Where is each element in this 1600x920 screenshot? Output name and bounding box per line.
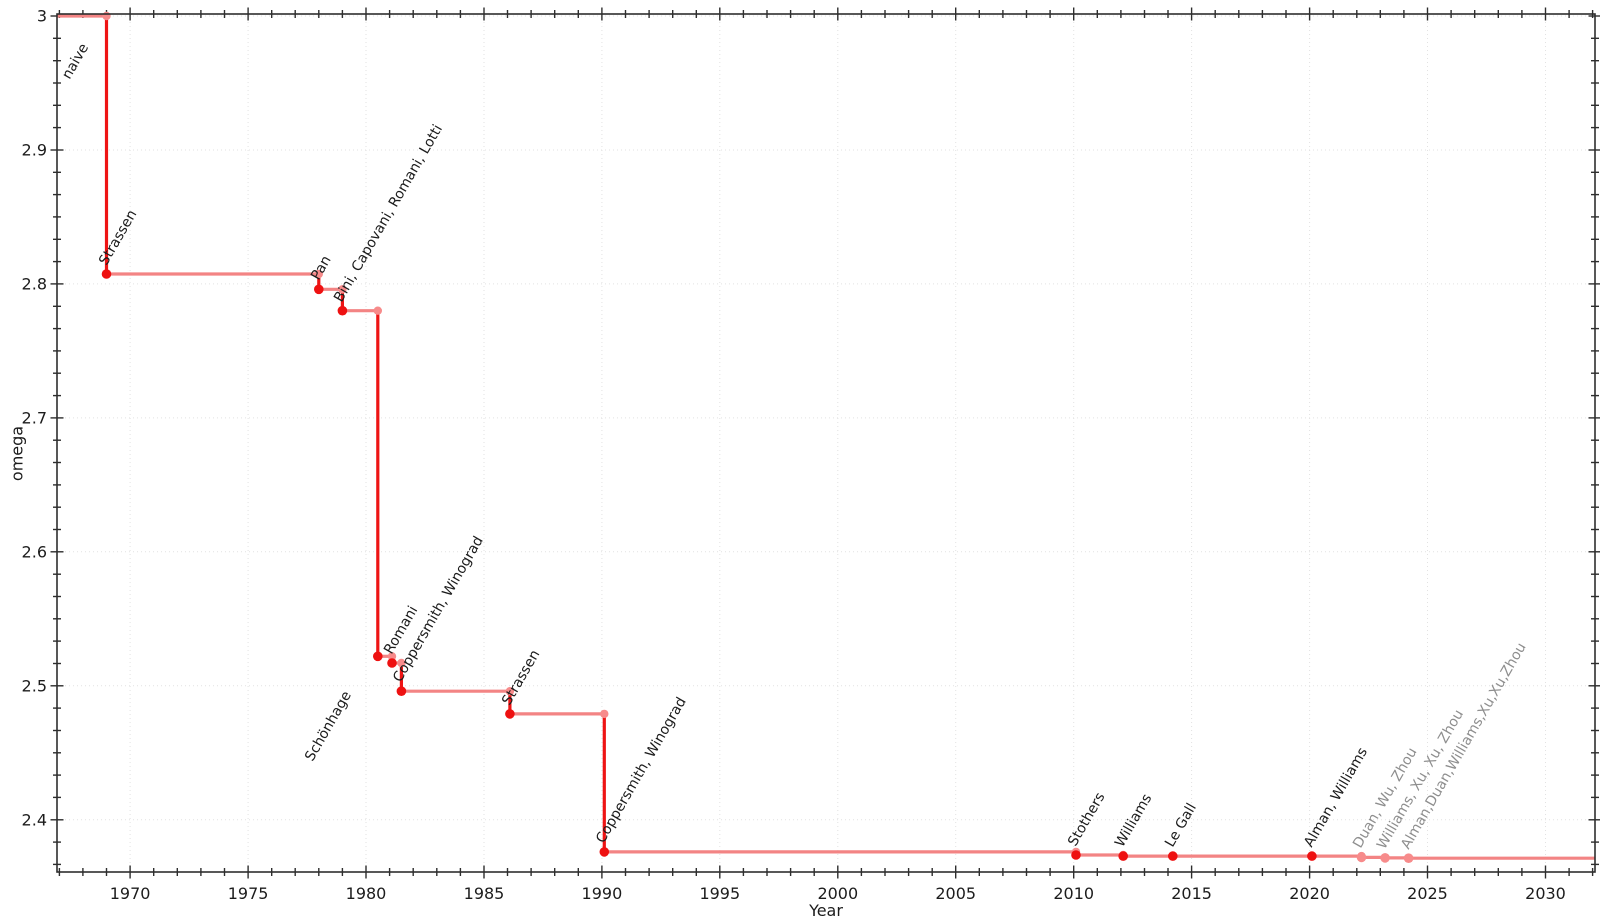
plot-border xyxy=(56,13,1596,873)
svg-text:2.6: 2.6 xyxy=(22,542,47,561)
svg-text:1980: 1980 xyxy=(346,884,387,903)
svg-text:2.5: 2.5 xyxy=(22,676,47,695)
y-axis-title: omega xyxy=(7,425,27,482)
corner-point-sch-nhage xyxy=(373,306,382,315)
event-markers xyxy=(101,269,1414,863)
corner-point-romani xyxy=(387,652,397,661)
data-point-coppersmith-winograd xyxy=(599,847,610,857)
svg-text:2030: 2030 xyxy=(1525,884,1566,903)
x-axis-title: Year xyxy=(809,901,843,920)
corner-point-strassen xyxy=(505,687,515,696)
step-line-horizontal xyxy=(57,14,1595,860)
svg-text:1990: 1990 xyxy=(582,884,623,903)
svg-text:3: 3 xyxy=(37,7,47,26)
svg-text:1985: 1985 xyxy=(464,884,505,903)
corner-point-pan xyxy=(314,269,323,279)
svg-text:2.9: 2.9 xyxy=(22,141,47,160)
svg-text:2025: 2025 xyxy=(1407,884,1448,903)
svg-text:2010: 2010 xyxy=(1053,884,1094,903)
svg-text:2005: 2005 xyxy=(935,884,976,903)
data-point-stothers xyxy=(1071,850,1081,860)
x-gridlines xyxy=(129,14,1546,872)
step-line-vertical xyxy=(104,16,1411,859)
svg-text:2015: 2015 xyxy=(1171,884,1212,903)
corner-point-bini-capovani-romani-lotti xyxy=(338,285,347,294)
corner-point-coppersmith-winograd xyxy=(397,658,406,668)
svg-text:2000: 2000 xyxy=(817,884,858,903)
data-point-coppersmith-winograd xyxy=(396,686,407,696)
corner-point-coppersmith-winograd xyxy=(600,709,609,719)
y-gridlines xyxy=(57,15,1595,821)
data-point-pan xyxy=(314,284,324,295)
corner-point-strassen xyxy=(102,11,111,21)
data-point-duan-wu-zhou xyxy=(1356,852,1367,863)
data-point-le-gall xyxy=(1168,851,1178,861)
data-point-williams xyxy=(1118,851,1128,861)
axis-ticks xyxy=(50,7,1600,879)
svg-text:1995: 1995 xyxy=(699,884,740,903)
data-point-strassen xyxy=(505,709,515,719)
data-point-sch-nhage xyxy=(373,651,383,662)
x-tick-labels: 1970 1975 1980 1985 1990 1995 2000 2005 2010 2015… xyxy=(110,884,1566,903)
svg-text:2020: 2020 xyxy=(1289,884,1330,903)
svg-text:1975: 1975 xyxy=(228,884,269,903)
data-point-williams-xu-xu-zhou xyxy=(1380,853,1390,863)
data-point-bini-capovani-romani-lotti xyxy=(337,305,348,316)
svg-text:1970: 1970 xyxy=(110,884,151,903)
data-point-alman-duan-williams-xu-xu-zhou xyxy=(1403,853,1414,863)
data-point-romani xyxy=(387,658,397,668)
y-tick-labels: 3 2.9 2.8 2.7 2.6 2.5 2.4 xyxy=(22,7,47,830)
corner-markers xyxy=(102,11,1413,863)
data-point-alman-williams xyxy=(1307,851,1317,861)
svg-text:2.7: 2.7 xyxy=(22,408,47,427)
svg-text:2.4: 2.4 xyxy=(22,810,47,829)
svg-text:2.8: 2.8 xyxy=(22,274,47,293)
data-point-strassen xyxy=(101,269,112,279)
